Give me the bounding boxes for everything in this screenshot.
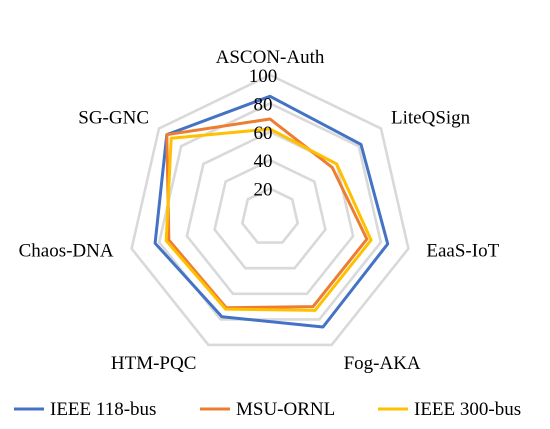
legend-label-ieee-300-bus: IEEE 300-bus <box>414 399 521 420</box>
axis-label-fog-aka: Fog-AKA <box>344 353 421 374</box>
tick-label-20: 20 <box>254 180 273 201</box>
grid-ring-80 <box>157 101 383 321</box>
series-line-ieee-118-bus <box>153 94 390 329</box>
legend-label-ieee-118-bus: IEEE 118-bus <box>50 399 156 420</box>
axis-label-ascon-auth: ASCON-Auth <box>216 47 325 68</box>
axis-label-htm-pqc: HTM-PQC <box>111 353 197 374</box>
tick-label-60: 60 <box>254 123 273 144</box>
grid-layer <box>130 73 410 347</box>
grid-ring-40 <box>213 158 327 270</box>
series-layer <box>153 94 390 329</box>
grid-ring-100 <box>130 73 410 347</box>
series-line-ieee-300-bus <box>164 127 373 312</box>
axis-label-sg-gnc: SG-GNC <box>78 108 149 129</box>
tick-label-80: 80 <box>254 94 273 115</box>
tick-label-40: 40 <box>254 151 273 172</box>
tick-label-100: 100 <box>249 66 278 87</box>
axis-label-eaas-iot: EaaS-IoT <box>426 241 499 262</box>
tick-layer: 20 40 60 80 100 <box>249 66 278 201</box>
grid-ring-60 <box>185 130 355 296</box>
grid-ring-20 <box>240 187 300 244</box>
axis-label-layer: ASCON-Auth LiteQSign EaaS-IoT Fog-AKA HTM-PQ… <box>19 47 500 374</box>
axis-label-chaos-dna: Chaos-DNA <box>19 241 114 262</box>
axis-label-liteqsign: LiteQSign <box>391 108 471 129</box>
legend-label-msu-ornl: MSU-ORNL <box>236 399 335 420</box>
legend: IEEE 118-bus MSU-ORNL IEEE 300-bus <box>14 399 521 420</box>
series-line-msu-ornl <box>165 117 369 310</box>
